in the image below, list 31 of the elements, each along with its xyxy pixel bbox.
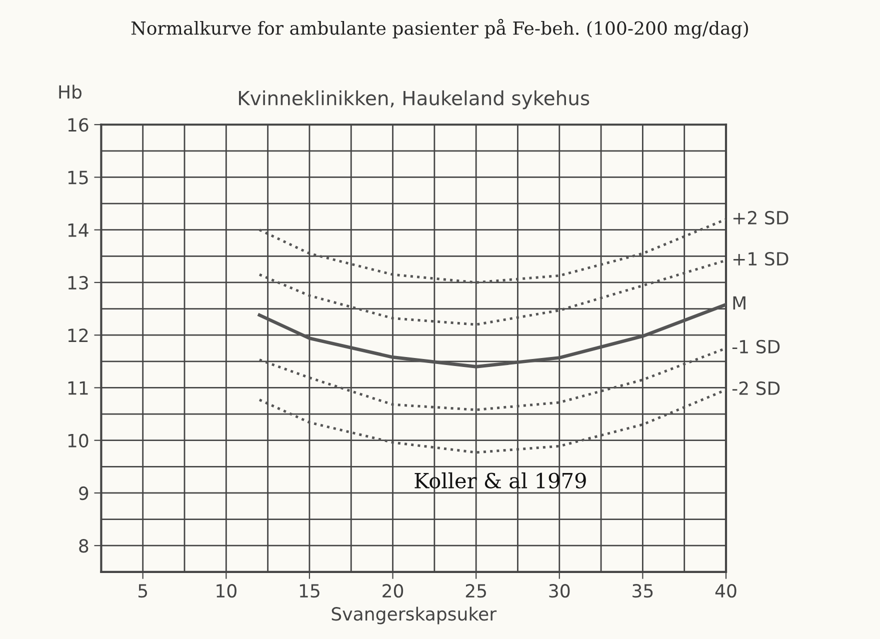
y-tick-label: 13 <box>68 276 88 290</box>
y-tick-label: 11 <box>68 381 88 395</box>
x-tick-label: 10 <box>216 584 236 598</box>
y-tick-label: 16 <box>68 118 88 132</box>
line-series <box>258 259 726 326</box>
x-tick-label: 20 <box>382 584 404 598</box>
line-series <box>258 218 726 284</box>
series-label: -2 SD <box>732 381 780 396</box>
line-series <box>258 302 726 368</box>
y-tick-label: 14 <box>68 224 88 237</box>
line-series <box>258 347 726 412</box>
y-axis-title: Hb <box>59 84 82 99</box>
chart-subtitle: Kvinneklinikken, Haukeland sykehus <box>239 90 590 110</box>
line-series <box>258 388 726 454</box>
series-label: +2 SD <box>733 210 788 225</box>
x-tick-label: 30 <box>549 584 570 598</box>
x-tick-label: 5 <box>138 584 148 598</box>
series-label: M <box>733 296 746 310</box>
y-tick-label: 9 <box>79 486 88 500</box>
x-tick-label: 40 <box>715 584 736 598</box>
x-tick-label: 25 <box>466 584 486 598</box>
x-axis-title: Svangerskapsuker <box>332 606 497 624</box>
x-tick-label: 15 <box>300 584 320 598</box>
y-tick-label: 10 <box>68 434 88 448</box>
x-tick-label: 35 <box>632 584 653 598</box>
series-label: +1 SD <box>733 252 788 266</box>
y-tick-label: 12 <box>68 328 88 342</box>
y-tick-label: 8 <box>79 539 88 553</box>
chart-title: Normalkurve for ambulante pasienter på Fe-beh. (100-200 mg/dag) <box>131 18 748 39</box>
series-label: -1 SD <box>732 340 780 354</box>
y-tick-label: 15 <box>68 170 88 184</box>
